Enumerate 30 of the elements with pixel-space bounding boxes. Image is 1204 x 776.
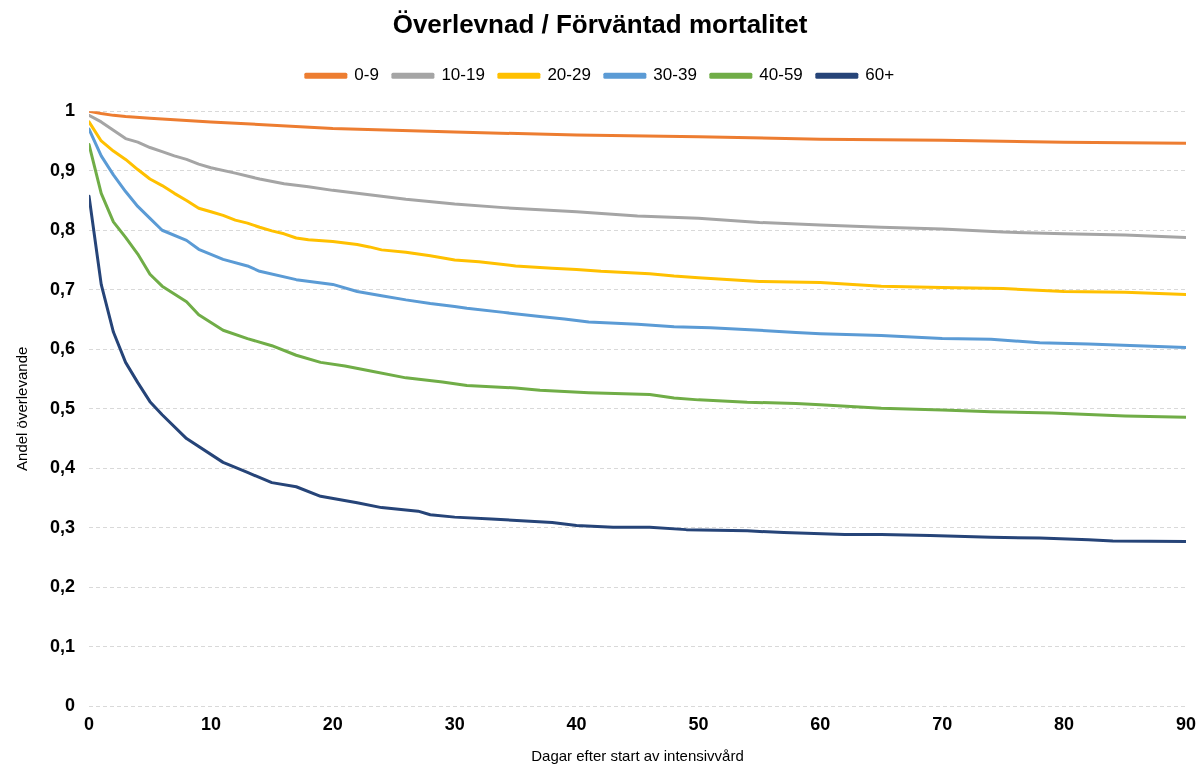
x-tick-label: 80 — [1054, 714, 1075, 735]
x-tick-label: 60 — [810, 714, 831, 735]
y-tick-label: 0,5 — [49, 397, 76, 418]
x-axis-title: Dagar efter start av intensivvård — [531, 747, 744, 765]
y-tick-label: 0,3 — [49, 516, 76, 537]
x-tick-label: 20 — [322, 714, 343, 735]
legend-label: 10-19 — [441, 65, 485, 85]
legend-label: 20-29 — [547, 65, 591, 85]
chart-title: Överlevnad / Förväntad mortalitet — [392, 8, 808, 39]
y-tick-label: 0,7 — [49, 278, 76, 299]
y-tick-label: 0,8 — [49, 219, 76, 240]
y-tick-label: 0,1 — [49, 635, 76, 656]
x-tick-label: 40 — [566, 714, 587, 735]
y-tick-label: 1 — [65, 100, 76, 121]
legend-label: 30-39 — [653, 65, 697, 85]
y-tick-label: 0,9 — [49, 159, 76, 180]
legend-label: 0-9 — [354, 65, 379, 85]
y-tick-label: 0,6 — [49, 338, 76, 359]
x-tick-label: 10 — [200, 714, 221, 735]
x-tick-label: 30 — [444, 714, 465, 735]
x-tick-label: 0 — [84, 714, 95, 735]
x-tick-label: 70 — [932, 714, 953, 735]
legend-label: 40-59 — [759, 65, 803, 85]
x-tick-label: 50 — [688, 714, 709, 735]
y-tick-label: 0,2 — [49, 576, 76, 597]
y-axis-title: Andel överlevande — [13, 346, 31, 471]
x-tick-label: 90 — [1175, 714, 1196, 735]
y-tick-label: 0 — [65, 695, 76, 716]
y-tick-label: 0,4 — [49, 457, 76, 478]
legend-label: 60+ — [865, 65, 895, 85]
